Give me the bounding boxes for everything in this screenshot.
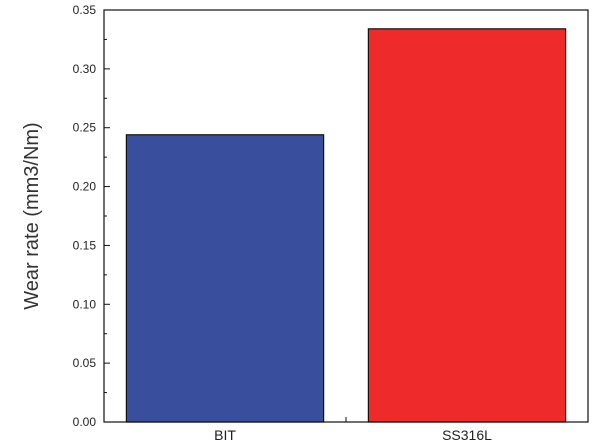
y-tick-label-2: 0.10 — [73, 297, 97, 311]
bars-group — [125, 28, 567, 423]
y-tick-label-5: 0.25 — [73, 121, 97, 135]
x-tick-label-ss316l: SS316L — [442, 427, 492, 443]
y-tick-label-3: 0.15 — [73, 238, 97, 252]
y-tick-label-1: 0.05 — [73, 356, 97, 370]
bar-bit — [125, 134, 325, 423]
x-axis-labels: BIT SS316L — [214, 417, 492, 443]
y-axis-ticks: 0.00 0.05 0.10 0.15 0.20 0.25 0.30 0.35 — [73, 3, 110, 429]
y-tick-label-0: 0.00 — [73, 415, 97, 429]
x-tick-label-bit: BIT — [214, 427, 236, 443]
bar-ss316l — [367, 28, 567, 423]
y-tick-label-4: 0.20 — [73, 180, 97, 194]
y-tick-label-6: 0.30 — [73, 62, 97, 76]
y-axis-title: Wear rate (mm3/Nm) — [21, 122, 43, 309]
y-tick-label-7: 0.35 — [73, 3, 97, 17]
